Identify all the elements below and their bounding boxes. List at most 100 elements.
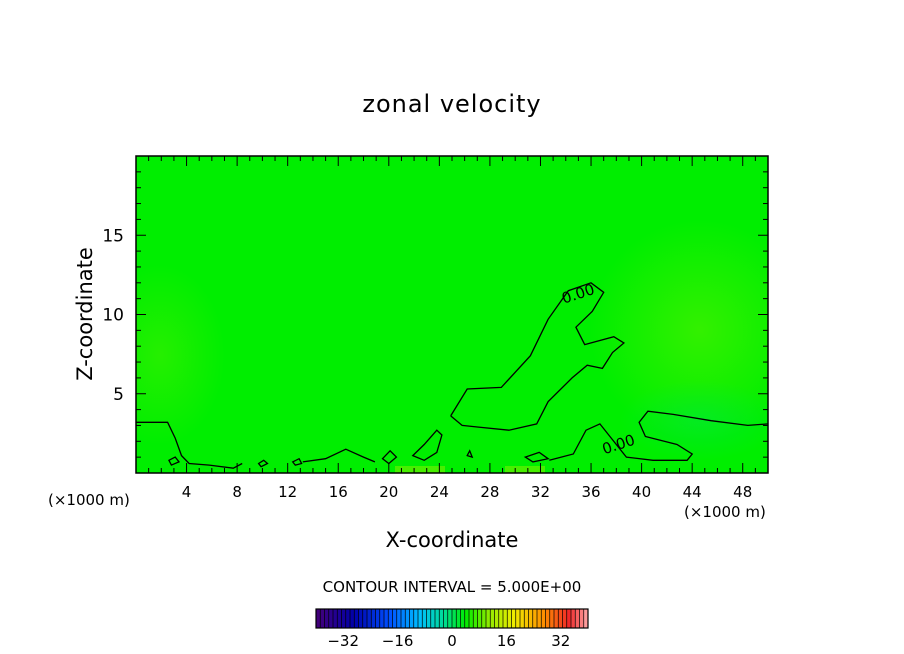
- contour-line-3: [302, 448, 376, 463]
- x-unit-right: (×1000 m): [684, 503, 766, 521]
- colorbar-swatch: [524, 609, 529, 628]
- colorbar-swatch: [456, 609, 461, 628]
- colorbar-swatch: [439, 609, 444, 628]
- colorbar-swatch: [452, 609, 457, 628]
- colorbar-swatch: [562, 609, 568, 628]
- colorbar-swatch: [354, 609, 359, 628]
- x-tick-label: 40: [632, 483, 651, 501]
- x-tick-label: 44: [683, 483, 702, 501]
- field-shading: [136, 220, 768, 473]
- colorbar-tick-label: 32: [551, 632, 570, 650]
- colorbar-swatch: [324, 609, 330, 628]
- colorbar-swatch: [541, 609, 546, 628]
- contour-line-8: [291, 457, 303, 466]
- colorbar-swatch: [358, 609, 364, 628]
- contour-line-5: [381, 449, 398, 465]
- colorbar-swatch: [345, 609, 351, 628]
- contour-line-6: [168, 456, 181, 466]
- contour-interval-text: CONTOUR INTERVAL = 5.000E+00: [323, 578, 582, 596]
- colorbar-swatch: [520, 609, 525, 628]
- colorbar-swatch: [503, 609, 508, 628]
- x-tick-label: 36: [581, 483, 600, 501]
- colorbar-swatch: [409, 609, 415, 628]
- colorbar-swatch: [337, 609, 342, 628]
- colorbar-swatch: [481, 609, 487, 628]
- colorbar-swatch: [422, 609, 427, 628]
- colorbar-swatch: [375, 609, 381, 628]
- colorbar-swatch: [464, 609, 470, 628]
- x-tick-label: 28: [480, 483, 499, 501]
- colorbar-swatch: [494, 609, 500, 628]
- colorbar-swatch: [460, 609, 466, 628]
- x-tick-label: 20: [379, 483, 398, 501]
- colorbar-swatch: [498, 609, 504, 628]
- contour-line-7: [257, 459, 269, 468]
- colorbar-swatch: [537, 609, 542, 628]
- colorbar-swatch: [367, 609, 372, 628]
- x-tick-label: 8: [232, 483, 242, 501]
- colorbar-swatch: [371, 609, 376, 628]
- x-tick-label: 32: [531, 483, 550, 501]
- colorbar-swatch: [507, 609, 512, 628]
- colorbar-swatch: [413, 609, 419, 628]
- plot-area: 0.000.00: [135, 155, 769, 474]
- colorbar: [315, 608, 589, 629]
- contour-line-0: [136, 421, 243, 469]
- x-tick-label: 16: [329, 483, 348, 501]
- colorbar-tick-label: −16: [382, 632, 414, 650]
- contour-line-9: [466, 449, 474, 459]
- contour-line-2: [549, 410, 768, 461]
- colorbar-swatch: [575, 609, 580, 628]
- colorbar-swatch: [435, 609, 440, 628]
- y-axis-label: Z-coordinate: [73, 247, 97, 381]
- colorbar-swatch: [558, 609, 563, 628]
- colorbar-swatch: [316, 609, 321, 628]
- colorbar-swatch: [469, 609, 474, 628]
- colorbar-swatch: [579, 609, 585, 628]
- colorbar-swatch: [392, 609, 398, 628]
- x-tick-labels: 4 8 12 16 20 24 28 32 36 40 44 48: [182, 483, 752, 501]
- colorbar-swatch: [362, 609, 368, 628]
- x-tick-label: 12: [278, 483, 297, 501]
- colorbar-swatch: [447, 609, 453, 628]
- colorbar-tick-label: 16: [497, 632, 516, 650]
- colorbar-swatch: [388, 609, 393, 628]
- colorbar-swatch: [549, 609, 555, 628]
- axis-ticks: [136, 156, 768, 473]
- y-tick-label: 15: [102, 226, 124, 246]
- contour-line-10: [523, 451, 550, 463]
- colorbar-swatch: [545, 609, 551, 628]
- colorbar-swatch: [379, 609, 385, 628]
- colorbar-swatch: [384, 609, 389, 628]
- colorbar-swatch: [571, 609, 576, 628]
- colorbar-swatch: [333, 609, 338, 628]
- x-tick-label: 4: [182, 483, 192, 501]
- colorbar-swatch: [443, 609, 449, 628]
- colorbar-swatch: [418, 609, 423, 628]
- colorbar-swatch: [430, 609, 436, 628]
- colorbar-swatch: [396, 609, 402, 628]
- x-tick-label: 24: [430, 483, 449, 501]
- x-axis-label: X-coordinate: [386, 528, 519, 552]
- colorbar-swatch: [405, 609, 410, 628]
- colorbar-tick-label: 0: [447, 632, 457, 650]
- colorbar-swatch: [511, 609, 517, 628]
- colorbar-swatch: [554, 609, 559, 628]
- colorbar-swatch: [477, 609, 483, 628]
- colorbar-labels: −32 −16 0 16 32: [327, 632, 570, 650]
- colorbar-tick-label: −32: [327, 632, 359, 650]
- colorbar-swatch: [341, 609, 347, 628]
- contour-lines: [136, 282, 768, 469]
- colorbar-swatch: [328, 609, 334, 628]
- colorbar-swatch: [532, 609, 538, 628]
- colorbar-swatch: [515, 609, 521, 628]
- colorbar-swatch: [486, 609, 491, 628]
- x-unit-left: (×1000 m): [48, 491, 130, 509]
- contour-line-1: [450, 282, 626, 431]
- colorbar-swatch: [350, 609, 355, 628]
- colorbar-swatch: [426, 609, 432, 628]
- colorbar-frame: [315, 608, 589, 629]
- colorbar-swatch: [401, 609, 406, 628]
- y-tick-label: 10: [102, 306, 124, 326]
